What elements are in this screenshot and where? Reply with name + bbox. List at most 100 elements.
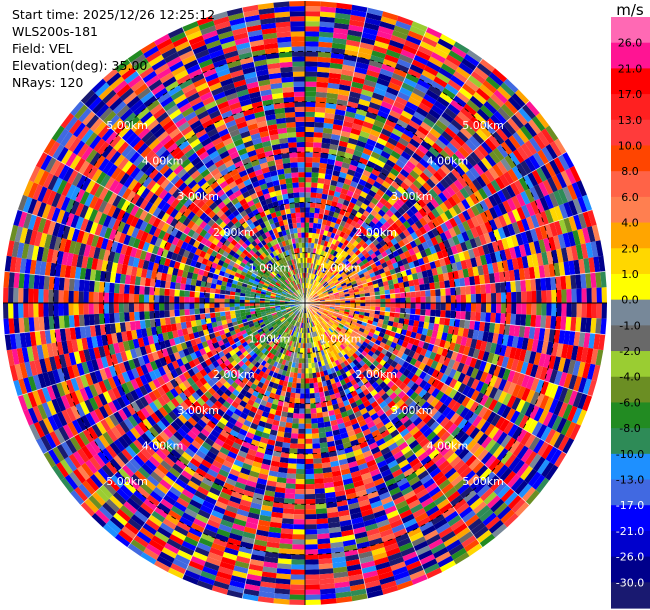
- velocity-gate: [440, 373, 449, 384]
- velocity-gate: [437, 324, 445, 333]
- velocity-gate: [351, 227, 359, 234]
- velocity-gate: [507, 96, 522, 111]
- velocity-gate: [376, 78, 390, 87]
- velocity-gate: [439, 202, 449, 213]
- velocity-gate: [461, 209, 471, 221]
- velocity-gate: [374, 339, 382, 346]
- velocity-gate: [470, 227, 479, 239]
- velocity-gate: [402, 190, 412, 200]
- velocity-gate: [467, 329, 474, 339]
- velocity-gate: [382, 280, 389, 287]
- velocity-gate: [575, 317, 582, 332]
- velocity-gate: [422, 117, 436, 128]
- velocity-gate: [305, 519, 317, 525]
- velocity-gate: [595, 272, 602, 288]
- velocity-gate: [329, 62, 343, 70]
- velocity-gate: [327, 82, 340, 90]
- velocity-gate: [324, 275, 329, 281]
- velocity-gate: [385, 298, 391, 303]
- velocity-gate: [332, 277, 338, 283]
- velocity-gate: [493, 110, 507, 125]
- velocity-gate: [359, 308, 366, 313]
- velocity-gate: [364, 309, 371, 314]
- velocity-gate: [504, 453, 517, 468]
- velocity-gate: [470, 303, 477, 312]
- velocity-gate: [348, 335, 354, 341]
- velocity-gate: [319, 305, 325, 308]
- velocity-gate: [295, 473, 305, 480]
- velocity-gate: [358, 287, 365, 292]
- velocity-gate: [333, 290, 339, 294]
- velocity-gate: [440, 383, 449, 394]
- velocity-gate: [399, 346, 407, 354]
- velocity-gate: [370, 295, 376, 300]
- velocity-gate: [305, 222, 310, 228]
- velocity-gate: [549, 383, 559, 399]
- velocity-gate: [328, 309, 335, 313]
- velocity-gate: [306, 272, 309, 278]
- velocity-gate: [413, 278, 420, 286]
- velocity-gate: [368, 101, 381, 111]
- velocity-gate: [444, 376, 453, 386]
- velocity-gate: [362, 147, 373, 156]
- velocity-gate: [344, 152, 354, 160]
- velocity-gate: [450, 310, 456, 319]
- velocity-gate: [358, 273, 365, 279]
- velocity-gate: [500, 434, 512, 448]
- velocity-gate: [524, 468, 538, 484]
- velocity-gate: [439, 317, 446, 325]
- velocity-gate: [374, 291, 381, 296]
- velocity-gate: [363, 79, 377, 88]
- velocity-gate: [322, 132, 332, 139]
- velocity-gate: [318, 277, 323, 283]
- velocity-gate: [338, 290, 344, 294]
- velocity-gate: [309, 217, 314, 223]
- velocity-gate: [467, 347, 476, 358]
- velocity-gate: [525, 100, 540, 117]
- velocity-gate: [338, 331, 345, 337]
- velocity-gate: [500, 141, 513, 156]
- velocity-gate: [374, 349, 381, 357]
- velocity-gate: [375, 299, 381, 303]
- velocity-gate: [357, 261, 365, 268]
- velocity-gate: [420, 303, 426, 310]
- velocity-gate: [428, 85, 443, 97]
- velocity-gate: [374, 213, 383, 221]
- velocity-gate: [491, 293, 497, 303]
- velocity-gate: [343, 313, 349, 317]
- velocity-gate: [338, 312, 344, 316]
- velocity-gate: [582, 194, 593, 212]
- velocity-gate: [395, 141, 407, 151]
- velocity-gate: [337, 94, 349, 102]
- velocity-gate: [419, 217, 428, 227]
- velocity-gate: [366, 160, 376, 169]
- velocity-gate: [434, 316, 441, 325]
- velocity-gate: [365, 299, 371, 303]
- velocity-gate: [305, 141, 314, 148]
- velocity-gate: [345, 270, 352, 276]
- velocity-gate: [524, 122, 538, 138]
- velocity-gate: [322, 311, 328, 315]
- velocity-gate: [403, 250, 411, 258]
- velocity-gate: [287, 463, 297, 469]
- velocity-gate: [309, 289, 313, 295]
- velocity-gate: [541, 303, 547, 316]
- velocity-gate: [354, 113, 366, 122]
- velocity-gate: [290, 574, 305, 580]
- velocity-gate: [349, 310, 355, 314]
- velocity-gate: [305, 514, 317, 520]
- velocity-gate: [315, 270, 320, 276]
- velocity-gate: [387, 320, 394, 327]
- velocity-gate: [558, 372, 568, 387]
- velocity-gate: [459, 187, 470, 199]
- velocity-gate: [390, 193, 400, 202]
- velocity-gate: [447, 123, 460, 135]
- velocity-gate: [298, 423, 305, 429]
- velocity-gate: [548, 328, 556, 343]
- velocity-gate: [581, 288, 587, 303]
- velocity-gate: [369, 288, 375, 293]
- velocity-gate: [531, 169, 543, 185]
- velocity-gate: [469, 401, 480, 413]
- velocity-gate: [426, 201, 436, 212]
- velocity-gate: [343, 289, 349, 293]
